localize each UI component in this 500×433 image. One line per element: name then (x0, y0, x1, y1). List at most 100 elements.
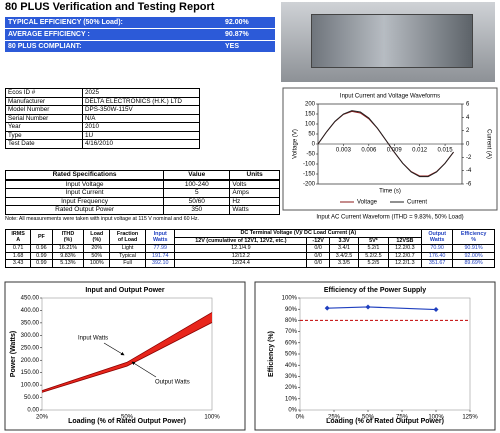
y-tick-label: 100% (282, 296, 298, 302)
meas-cell: 0.96 (30, 244, 53, 253)
meas-cell: 3.4/1 (328, 244, 360, 253)
info-value: 2025 (82, 88, 200, 98)
x-tick-label: 50% (121, 415, 134, 421)
x-tick-label: 0.015 (438, 148, 454, 154)
y2-tick-label: 6 (466, 102, 470, 108)
meas-cell: 0.71 (4, 244, 32, 253)
info-label: Test Date (5, 139, 83, 149)
rated-row: Input Current 5 Amps (4, 188, 280, 198)
x-tick-label: 0.012 (412, 148, 428, 154)
plot-area (41, 297, 213, 411)
info-label: Manufacturer (5, 96, 83, 106)
rated-cell: 100-240 (163, 179, 231, 189)
rated-row: Rated Output Power 350 Watts (4, 205, 280, 215)
meas-cell: 50% (83, 251, 111, 260)
y-tick-label: -200 (303, 182, 316, 188)
y-tick-label: 50 (308, 132, 315, 138)
y-tick-label: 0 (312, 142, 316, 148)
summary-value: 90.87% (225, 31, 249, 38)
x-tick-label: 50% (362, 415, 375, 421)
meas-cell: 176.40 (421, 251, 454, 260)
annotation-arrow (131, 361, 157, 378)
y-tick-label: 150 (305, 112, 316, 118)
subheader-cell: 12V (cumulative of 12V1, 12V2, etc.) (174, 236, 308, 245)
subheader-cell: -12V (306, 236, 330, 245)
info-row: Type 1U (5, 130, 200, 140)
rated-cell: Hz (229, 196, 280, 206)
rated-row: Input Voltage 100-240 Volts (4, 179, 280, 189)
info-value: DPS-350W-115V (82, 105, 200, 115)
rated-cell: 5 (163, 188, 231, 198)
y-tick-label: 0.00 (27, 408, 39, 414)
meas-cell: 12/12.2 (174, 251, 308, 260)
rated-cell: 350 (163, 205, 231, 215)
x-axis-label: Loading (% of Rated Output Power) (68, 418, 186, 425)
rated-cell: Input Current (4, 188, 165, 198)
series-line (41, 312, 213, 391)
summary-label: TYPICAL EFFICIENCY (50% Load): (8, 19, 123, 26)
y2-tick-label: 0 (466, 142, 470, 148)
rated-cell: Amps (229, 188, 280, 198)
subheader-cell: 12VSB (387, 236, 423, 245)
legend-label: Voltage (357, 200, 378, 206)
legend-label: Current (407, 200, 427, 206)
info-row: Serial Number N/A (5, 113, 200, 123)
report-title: 80 PLUS Verification and Testing Report (5, 1, 215, 13)
info-value: 2010 (82, 122, 200, 132)
y-tick-label: 20% (285, 385, 298, 391)
meas-cell: 5.2/5 (358, 259, 389, 268)
summary-label: 80 PLUS COMPLIANT: (8, 43, 82, 50)
meas-cell: 12.2/1.3 (387, 259, 423, 268)
summary-panel: TYPICAL EFFICIENCY (50% Load): 92.00% AVER… (5, 17, 275, 53)
meas-cell: 0/0 (306, 259, 330, 268)
rated-cell: Input Voltage (4, 179, 165, 189)
y-tick-label: 450.00 (21, 296, 40, 302)
meas-cell: 0/0 (306, 244, 330, 253)
meas-cell: 351.67 (421, 259, 454, 268)
power-supply-image (311, 14, 473, 68)
y-tick-label: 50.00 (24, 395, 40, 401)
info-value: 4/16/2010 (82, 139, 200, 149)
chart-title: Input Current and Voltage Waveforms (340, 94, 440, 100)
meas-cell: Full (109, 259, 147, 268)
efficiency-point (324, 305, 330, 311)
meas-cell: 12.2/0.7 (387, 251, 423, 260)
y-tick-label: -150 (303, 172, 316, 178)
y-tick-label: 400.00 (21, 308, 40, 314)
header-cell: Fraction of Load (109, 229, 147, 245)
efficiency-point (433, 307, 439, 313)
y2-tick-label: -4 (466, 168, 472, 174)
meas-cell: 12/24.4 (174, 259, 308, 268)
meas-cell: Typical (109, 251, 147, 260)
y-tick-label: 250.00 (21, 345, 40, 351)
meas-cell: 77.99 (145, 244, 176, 253)
subheader-cell: 5V* (358, 236, 389, 245)
y-tick-label: 70% (285, 329, 298, 335)
rated-cell: Input Frequency (4, 196, 165, 206)
y-tick-label: 30% (285, 374, 298, 380)
note: Note: All measurements were taken with i… (5, 216, 199, 222)
summary-value: YES (225, 43, 240, 50)
meas-cell: 5.13% (51, 259, 85, 268)
info-label: Model Number (5, 105, 83, 115)
y2-tick-label: 2 (466, 128, 470, 134)
info-label: Ecos ID # (5, 88, 83, 98)
x-tick-label: 0.006 (361, 148, 377, 154)
series-line (41, 322, 213, 393)
meas-row: 0.71 0.96 16.21% 20% Light 77.99 12.1/4.9 0/0 3.… (4, 244, 495, 253)
meas-cell: 92.00% (452, 251, 495, 260)
annotation: Input Watts (78, 336, 108, 342)
info-row: Year 2010 (5, 122, 200, 132)
y-tick-label: 10% (285, 396, 298, 402)
y2-tick-label: 4 (466, 115, 470, 121)
chart-frame (282, 87, 498, 211)
series-line (317, 110, 454, 178)
y2-tick-label: -2 (466, 155, 472, 161)
meas-row: 1.68 0.99 9.83% 50% Typical 191.74 12/12.2 0/0 3… (4, 251, 495, 260)
header-cell: Efficiency % (452, 229, 495, 245)
y-tick-label: 60% (285, 340, 298, 346)
y-tick-label: 90% (285, 307, 298, 313)
rated-cell: Volts (229, 179, 280, 189)
info-value: DELTA ELECTRONICS (H.K.) LTD (82, 96, 200, 106)
y-axis-label: Voltage (V) (293, 129, 299, 159)
